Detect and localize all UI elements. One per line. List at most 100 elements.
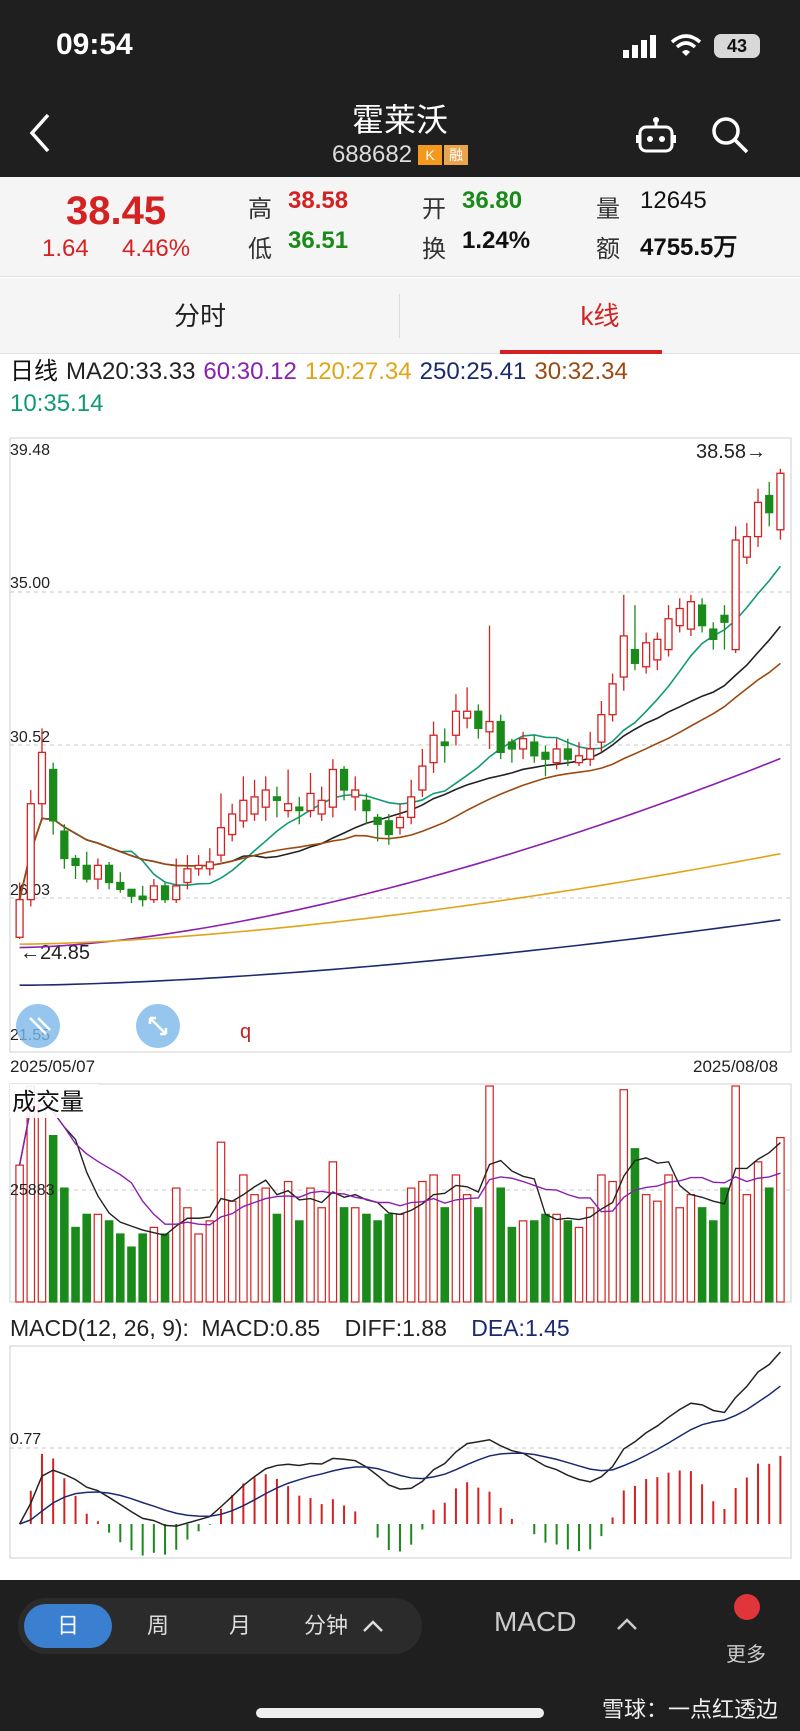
candle-body [619,635,628,678]
candle-body [295,806,304,812]
amount-label: 额 [596,236,620,263]
search-icon[interactable] [710,115,750,155]
ma20-legend: MA20:33.33 [66,358,196,385]
candle-body [418,765,427,791]
volume-bar [485,1085,494,1303]
volume-bar [272,1213,282,1303]
candle-body [507,741,517,750]
volume-bar [93,1213,103,1303]
volume-bar [194,1233,203,1303]
volume-bar [451,1174,461,1303]
indicator-selector[interactable]: MACD [494,1606,638,1638]
price-change-pct: 4.46% [122,235,191,262]
volume-bar [608,1180,617,1303]
candle-body [82,864,91,880]
k-max-label: 38.58→ [696,441,766,463]
candle-body [15,898,24,938]
more-button[interactable]: 更多 [726,1644,766,1666]
volume-bar [474,1207,483,1303]
robot-icon[interactable] [636,117,676,155]
volume-bar [742,1194,752,1303]
candle-body [496,720,505,754]
period-day[interactable]: 日 [56,1613,79,1638]
volume-bars [15,1085,785,1303]
stock-name: 霍莱沃 [351,102,448,138]
date-end: 2025/08/08 [693,1057,778,1076]
candle-body [60,830,69,860]
period-selector: 日 周 月 分钟 [18,1598,422,1654]
volume-bar [708,1220,718,1303]
volume-bar [418,1180,427,1303]
volume-bar [653,1200,662,1303]
volume-bar [496,1187,505,1303]
candle-body [172,885,181,901]
amount-value: 4755.5万 [640,234,738,261]
volume-bar [104,1220,114,1303]
period-label[interactable]: 日线 [10,358,58,385]
candle-body [261,789,270,808]
collapse-arrow-icon [29,1017,51,1035]
macd-ref-label: 0.77 [10,1431,41,1448]
candle-body [485,720,494,733]
candle-body [317,799,326,815]
candle-body [384,820,393,836]
ma120-legend: 120:27.34 [304,358,412,385]
volume-bar [317,1207,326,1303]
volume-bar [686,1194,696,1303]
chart-area[interactable]: 39.48 35.00 30.52 26.03 21.55 38.58→ ←24… [0,420,800,1580]
ma60-line [19,757,781,949]
volume-bar [597,1174,606,1303]
candle-body [116,881,125,890]
candle-body [183,868,192,884]
indicator-label: MACD [494,1606,577,1637]
candle-body [742,535,751,558]
candle-body [194,864,203,870]
volume-bar [339,1207,349,1303]
candle-body [228,813,237,836]
tag-margin-badge: 融 [444,145,469,165]
candle-body [104,864,114,884]
volume-bar [462,1194,472,1303]
candle-body [283,803,293,812]
volume-bar [350,1207,360,1303]
macd-panel [9,1345,792,1559]
ma120-line [19,852,781,945]
status-icons: 43 [622,34,760,58]
candle-body [407,796,416,819]
candle-body [530,741,539,757]
candle-body [474,710,483,730]
volume-bar [406,1187,416,1303]
period-month[interactable]: 月 [228,1613,251,1638]
volume-bar [250,1194,259,1303]
volume-bar [60,1187,69,1303]
volume-bar [295,1220,304,1303]
tab-kline[interactable]: k线 [580,301,620,331]
volume-bar [395,1213,405,1303]
candle-body [93,864,103,880]
volume-bar [216,1141,226,1303]
candle-body [306,792,315,812]
volume-bar [261,1187,271,1303]
volume-bar [171,1187,181,1303]
back-icon[interactable] [24,111,58,155]
volume-bar [362,1213,371,1303]
stock-code: 688682 [331,141,413,168]
candle-body [138,895,147,901]
candle-body [272,796,282,801]
volume-bar [753,1161,763,1303]
volume-bar [429,1174,438,1303]
bottom-toolbar: 日 周 月 分钟 MACD 更多 雪球：一点红透边 [0,1580,800,1731]
ma-lines [18,565,782,987]
signal-icon [623,35,656,58]
status-bar: 09:54 43 [0,0,800,95]
period-week[interactable]: 周 [146,1613,169,1638]
tab-intraday[interactable]: 分时 [173,301,226,331]
period-minute[interactable]: 分钟 [294,1598,414,1654]
k-y-35: 35.00 [10,575,50,592]
volume-bar [160,1233,170,1303]
volume-bar [48,1135,58,1303]
volume-bar [664,1174,673,1303]
volume-label: 量 [596,196,620,223]
volume-bar [675,1207,685,1303]
candle-body [630,648,640,664]
